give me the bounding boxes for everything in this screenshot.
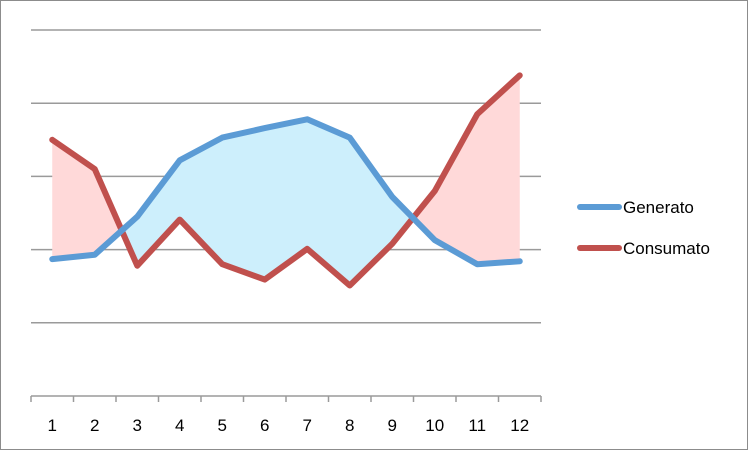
x-tick-label: 1: [48, 416, 57, 435]
difference-area: [413, 75, 520, 265]
x-tick-label: 7: [303, 416, 312, 435]
x-tick-label: 9: [388, 416, 397, 435]
x-tick-label: 8: [345, 416, 354, 435]
legend: Generato Consumato: [577, 198, 710, 258]
x-tick-label: 11: [468, 416, 486, 435]
x-tick-label: 3: [133, 416, 142, 435]
x-tick-label: 2: [90, 416, 99, 435]
difference-area: [121, 119, 414, 286]
x-tick-label: 6: [260, 416, 269, 435]
x-tick-label: 12: [510, 416, 529, 435]
x-tick-label: 5: [218, 416, 227, 435]
difference-fills: [52, 75, 520, 286]
legend-label: Consumato: [623, 239, 710, 258]
series-line-consumato: [49, 72, 523, 289]
x-tick-label: 10: [425, 416, 444, 435]
x-axis: 1 2 3 4 5 6 7 8 9 10 11 12: [30, 395, 542, 435]
series-line-generato: [49, 116, 523, 268]
legend-label: Generato: [623, 198, 694, 217]
series-lines: [49, 72, 523, 289]
difference-area: [52, 139, 122, 260]
x-tick-label: 4: [175, 416, 184, 435]
